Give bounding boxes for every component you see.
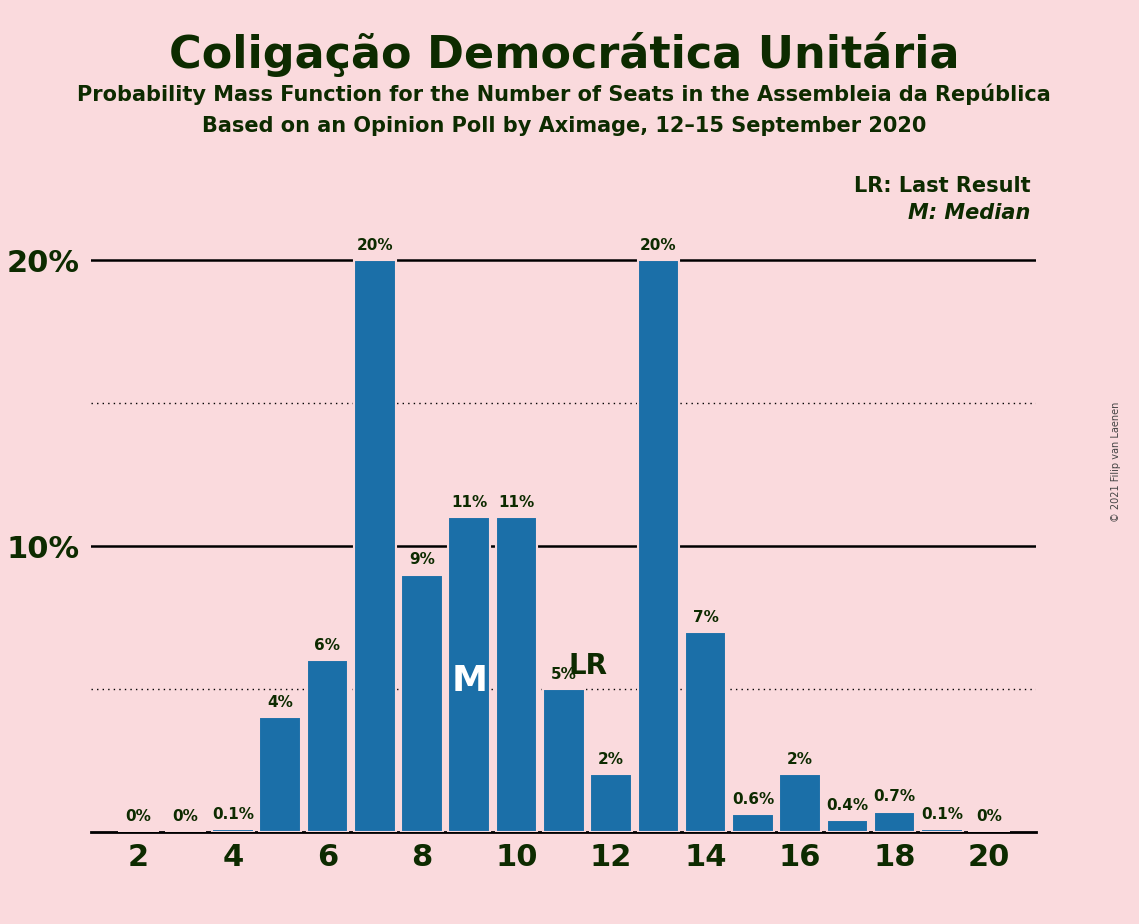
Text: 0.1%: 0.1% (921, 807, 962, 821)
Text: 4%: 4% (268, 695, 293, 711)
Bar (543, 688, 584, 832)
Text: 0%: 0% (173, 809, 198, 824)
Bar (306, 661, 349, 832)
Text: 0.6%: 0.6% (731, 792, 775, 808)
Bar (449, 517, 490, 832)
Text: M: M (451, 663, 487, 698)
Text: Probability Mass Function for the Number of Seats in the Assembleia da República: Probability Mass Function for the Number… (77, 83, 1050, 104)
Text: 9%: 9% (409, 553, 435, 567)
Bar (638, 261, 679, 832)
Text: 11%: 11% (499, 495, 534, 510)
Bar (212, 829, 254, 832)
Text: 2%: 2% (787, 752, 813, 767)
Text: 6%: 6% (314, 638, 341, 653)
Bar (401, 575, 443, 832)
Text: 20%: 20% (357, 238, 393, 253)
Text: LR: Last Result: LR: Last Result (854, 176, 1031, 196)
Text: 2%: 2% (598, 752, 624, 767)
Bar (590, 774, 632, 832)
Text: 0.1%: 0.1% (212, 807, 254, 821)
Text: 20%: 20% (640, 238, 677, 253)
Text: 5%: 5% (551, 666, 576, 682)
Bar (921, 829, 962, 832)
Bar (260, 717, 301, 832)
Text: 0.4%: 0.4% (827, 798, 868, 813)
Text: LR: LR (568, 652, 607, 680)
Text: 7%: 7% (693, 610, 719, 625)
Bar (495, 517, 538, 832)
Text: © 2021 Filip van Laenen: © 2021 Filip van Laenen (1112, 402, 1121, 522)
Text: Based on an Opinion Poll by Aximage, 12–15 September 2020: Based on an Opinion Poll by Aximage, 12–… (202, 116, 926, 136)
Bar (779, 774, 821, 832)
Text: 11%: 11% (451, 495, 487, 510)
Text: 0%: 0% (125, 809, 151, 824)
Bar (354, 261, 395, 832)
Bar (685, 632, 727, 832)
Text: M: Median: M: Median (909, 203, 1031, 224)
Bar (874, 811, 916, 832)
Bar (732, 814, 773, 832)
Text: Coligação Democrática Unitária: Coligação Democrática Unitária (169, 32, 959, 78)
Text: 0%: 0% (976, 809, 1002, 824)
Text: 0.7%: 0.7% (874, 789, 916, 805)
Bar (827, 821, 868, 832)
